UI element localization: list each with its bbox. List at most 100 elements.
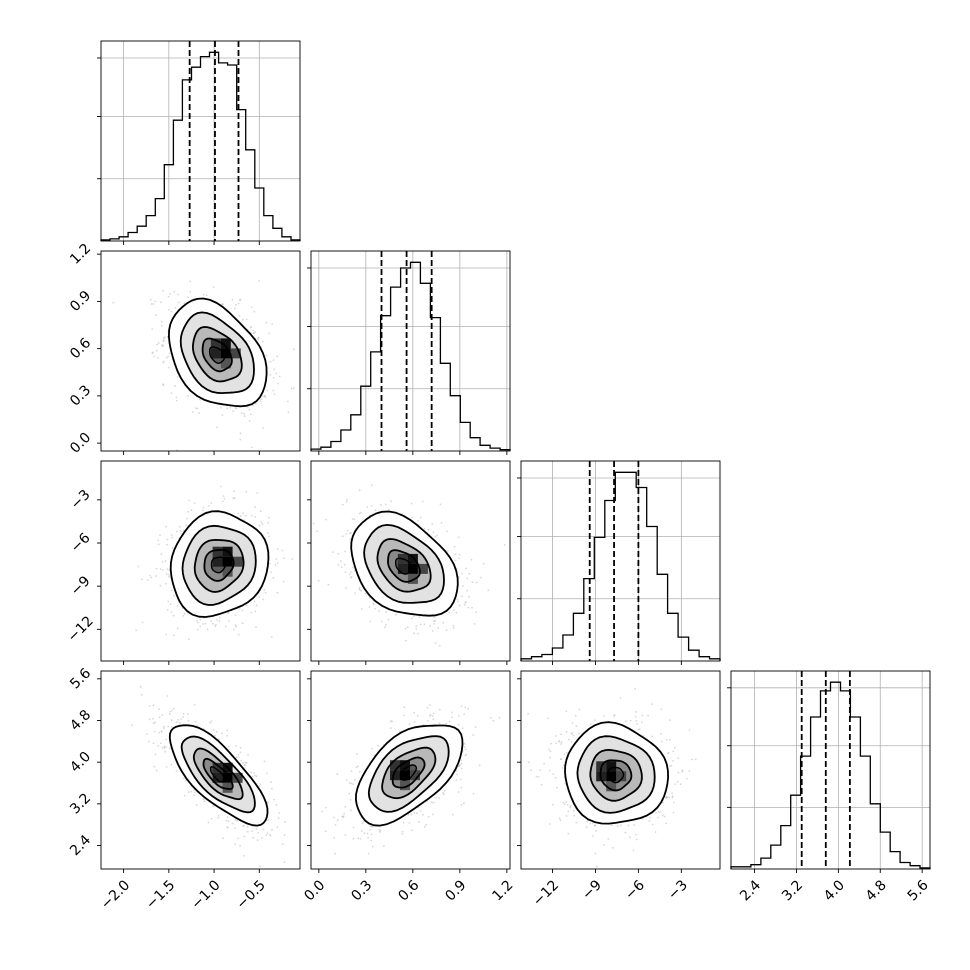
sample-point [402, 714, 405, 717]
sample-point [170, 763, 173, 766]
sample-point [312, 522, 315, 525]
sample-point [204, 622, 207, 625]
sample-point [568, 738, 570, 741]
sample-point [433, 616, 435, 619]
sample-point [448, 720, 451, 723]
sample-point [226, 407, 229, 410]
sample-point [234, 614, 237, 617]
sample-point [177, 718, 180, 721]
sample-point [245, 604, 248, 607]
sample-point [226, 734, 229, 737]
sample-point [415, 625, 418, 627]
sample-point [215, 623, 217, 626]
sample-point [193, 704, 196, 706]
sample-point [162, 383, 165, 385]
sample-point [216, 619, 218, 621]
sample-point [407, 813, 410, 816]
sample-point [223, 498, 226, 500]
sample-point [369, 825, 372, 828]
sample-point [272, 576, 275, 579]
sample-point [262, 828, 265, 830]
sample-point [246, 825, 249, 828]
sample-point [367, 852, 370, 855]
sample-point [611, 847, 614, 849]
sample-point [337, 552, 340, 555]
sample-point [423, 825, 426, 828]
sample-point [245, 490, 248, 493]
sample-point [571, 731, 573, 734]
sample-point [237, 302, 240, 305]
contour-0 [203, 548, 235, 582]
sample-point [151, 352, 154, 354]
sample-point [251, 830, 253, 832]
sample-point [340, 566, 343, 569]
sample-point [237, 512, 240, 515]
sample-point [217, 814, 220, 817]
hist-panel-1 [307, 250, 511, 455]
sample-point [344, 834, 347, 836]
sample-point [341, 815, 343, 818]
sample-point [666, 796, 669, 798]
sample-point [342, 815, 345, 818]
sample-point [649, 816, 652, 819]
sample-point [171, 536, 174, 539]
sample-point [657, 810, 660, 813]
sample-point [212, 286, 215, 288]
sample-point [169, 293, 172, 295]
density-cell [210, 338, 221, 349]
sample-point [461, 572, 463, 575]
sample-point [344, 571, 347, 573]
sample-point [364, 592, 367, 595]
sample-point [239, 751, 242, 754]
sample-point [352, 826, 355, 829]
sample-point [358, 586, 361, 589]
sample-point [227, 612, 230, 614]
sample-point [146, 579, 149, 581]
sample-point [465, 753, 468, 756]
sample-point [160, 344, 163, 347]
sample-point [175, 399, 178, 402]
sample-point [173, 594, 175, 597]
sample-point [166, 543, 168, 546]
sample-point [264, 394, 266, 397]
histogram-step [310, 261, 511, 451]
sample-point [349, 538, 352, 540]
sample-point [160, 731, 163, 733]
sample-point [276, 548, 279, 550]
sample-point [170, 534, 173, 536]
sample-point [416, 714, 419, 717]
sample-point [385, 611, 387, 613]
sample-point [460, 762, 463, 765]
sample-point [196, 621, 199, 624]
sample-point [369, 829, 372, 831]
contour-0 [387, 549, 421, 583]
sample-point [380, 620, 383, 623]
sample-point [385, 624, 387, 626]
sample-point [358, 588, 361, 590]
density-cell [230, 348, 241, 359]
sample-point [427, 815, 430, 818]
sample-point [451, 813, 454, 816]
density-cell [410, 770, 420, 781]
sample-point [468, 572, 471, 575]
sample-point [379, 829, 382, 832]
sample-point [252, 329, 255, 332]
sample-point [218, 738, 220, 741]
sample-point [352, 566, 354, 569]
contour-0 [202, 757, 234, 790]
sample-point [372, 602, 375, 605]
sample-point [460, 804, 463, 806]
sample-point [170, 310, 173, 313]
sample-point [413, 812, 416, 814]
sample-point [371, 845, 374, 848]
sample-point [346, 529, 349, 532]
density-cell [397, 563, 408, 574]
sample-point [419, 810, 422, 812]
density-cell [407, 553, 418, 564]
sample-point [389, 727, 392, 730]
sample-point [356, 752, 358, 755]
sample-point [163, 725, 166, 728]
sample-point [170, 709, 173, 712]
histogram-step [520, 471, 721, 661]
sample-point [243, 412, 246, 415]
